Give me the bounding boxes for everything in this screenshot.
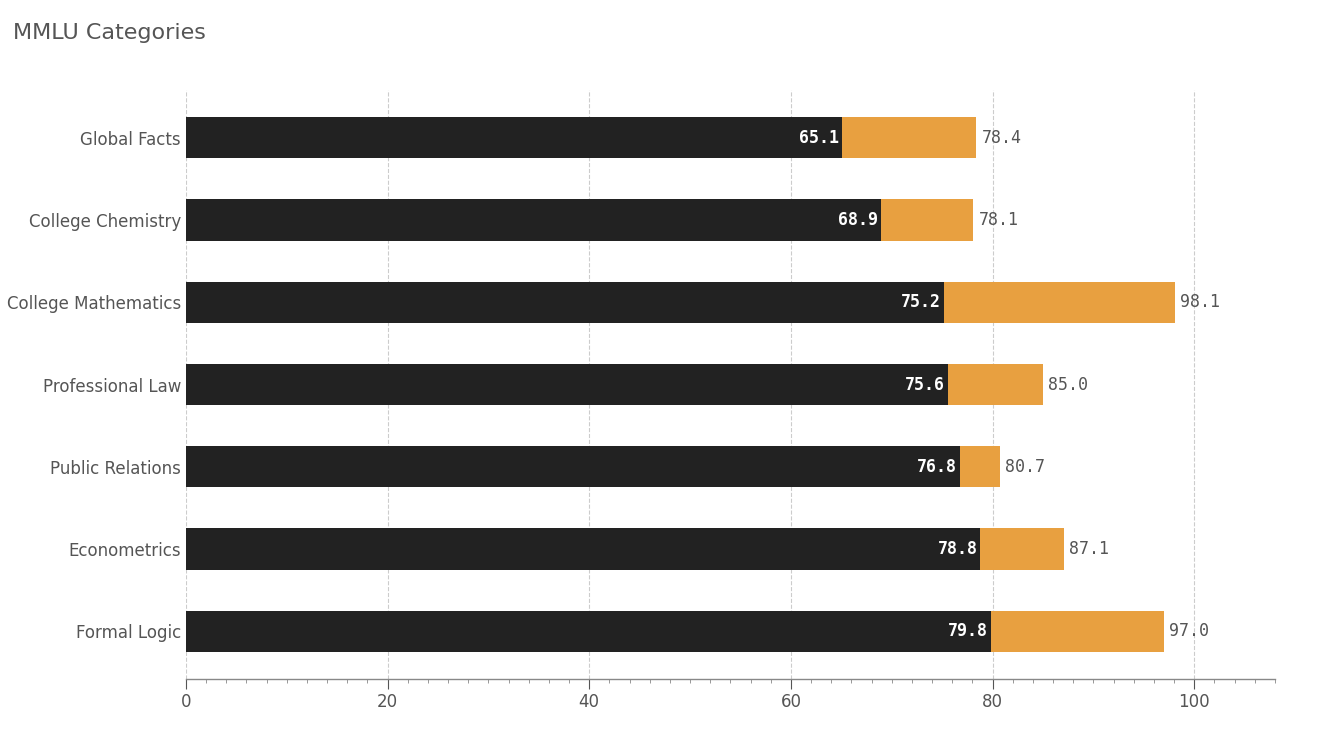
Text: 78.4: 78.4: [981, 129, 1021, 147]
Bar: [186, 364, 948, 405]
Bar: [944, 282, 1175, 323]
Text: 97.0: 97.0: [1169, 622, 1208, 640]
Bar: [980, 529, 1064, 569]
Text: 75.6: 75.6: [906, 375, 946, 394]
Bar: [842, 117, 976, 158]
Text: 68.9: 68.9: [838, 211, 878, 229]
Bar: [960, 446, 1000, 487]
Text: 76.8: 76.8: [918, 458, 957, 476]
Bar: [948, 364, 1042, 405]
Text: 65.1: 65.1: [799, 129, 839, 147]
Text: 98.1: 98.1: [1181, 293, 1220, 311]
Text: 75.2: 75.2: [902, 293, 942, 311]
Text: 80.7: 80.7: [1005, 458, 1045, 476]
Text: 87.1: 87.1: [1069, 540, 1109, 558]
Bar: [186, 200, 880, 241]
Bar: [991, 611, 1163, 652]
Bar: [186, 529, 980, 569]
Bar: [186, 117, 842, 158]
Bar: [186, 446, 960, 487]
Text: 85.0: 85.0: [1048, 375, 1088, 394]
Text: MMLU Categories: MMLU Categories: [13, 23, 206, 43]
Text: 78.1: 78.1: [979, 211, 1019, 229]
Text: 78.8: 78.8: [938, 540, 977, 558]
Bar: [880, 200, 973, 241]
Bar: [186, 282, 944, 323]
Text: 79.8: 79.8: [947, 622, 988, 640]
Bar: [186, 611, 991, 652]
